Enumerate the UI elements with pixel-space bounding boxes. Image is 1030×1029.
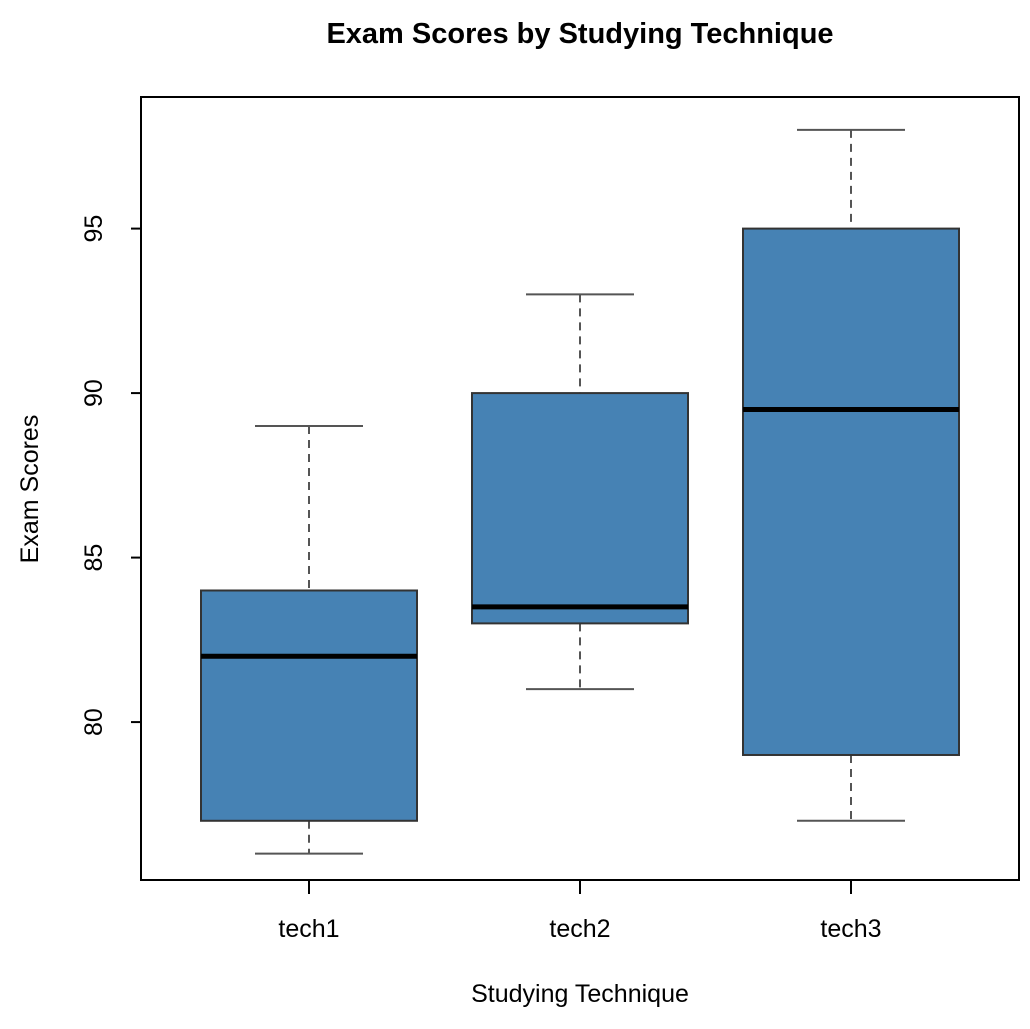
box-tech3	[742, 128, 960, 822]
iqr-box-tech2	[471, 392, 689, 625]
x-axis: tech1 tech2 tech3	[278, 880, 882, 943]
x-axis-label: Studying Technique	[471, 980, 689, 1008]
chart-title: Exam Scores by Studying Technique	[326, 18, 833, 50]
y-tick-label-80: 80	[80, 708, 108, 736]
y-axis-label: Exam Scores	[16, 415, 44, 564]
x-tick-label-tech3: tech3	[820, 915, 881, 943]
x-tick-label-tech1: tech1	[278, 915, 339, 943]
y-tick-label-95: 95	[80, 215, 108, 243]
y-axis: 80 85 90 95	[80, 215, 142, 736]
iqr-box-tech1	[200, 589, 418, 822]
box-tech2	[471, 293, 689, 691]
y-tick-label-90: 90	[80, 379, 108, 407]
iqr-box-tech3	[742, 227, 960, 756]
boxes-group	[200, 128, 960, 855]
box-tech1	[200, 424, 418, 855]
y-tick-label-85: 85	[80, 544, 108, 572]
x-tick-label-tech2: tech2	[549, 915, 610, 943]
